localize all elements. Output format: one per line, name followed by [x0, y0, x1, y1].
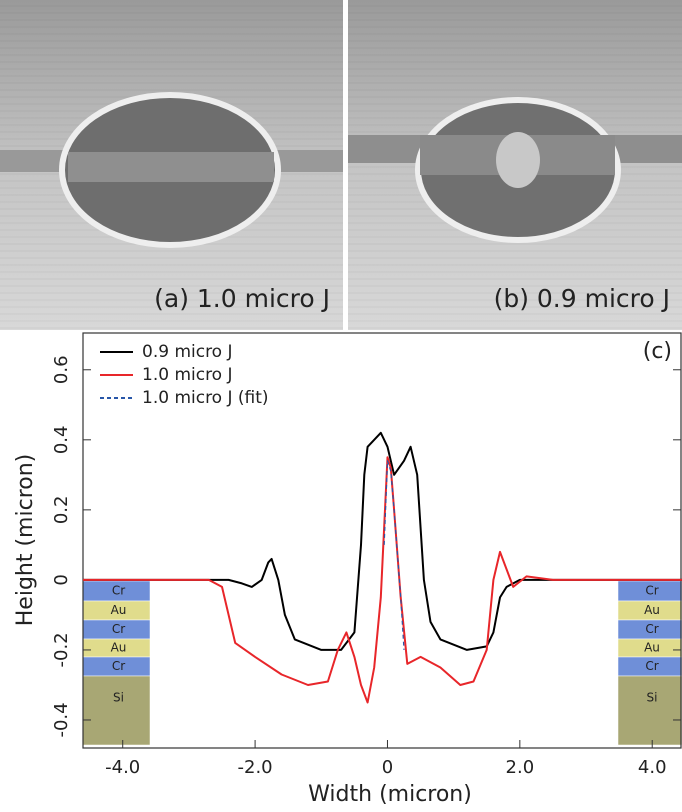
- layer-label: Au: [644, 641, 660, 655]
- layer: [618, 676, 682, 745]
- panel-label: (a) 1.0 micro J: [154, 284, 330, 313]
- layer-label: Cr: [112, 659, 125, 673]
- layer-label: Au: [644, 603, 660, 617]
- layer-label: Au: [111, 603, 127, 617]
- layer-label: Si: [113, 691, 124, 705]
- layer-label: Cr: [645, 584, 658, 598]
- x-tick-label: -2.0: [238, 757, 273, 778]
- layer-label: Cr: [112, 622, 125, 636]
- y-tick-label: -0.4: [51, 702, 72, 737]
- y-tick-label: 0.6: [51, 355, 72, 384]
- chart: Cr Au Cr Au Cr Si Cr Au Cr Au Cr Si -0.4 -0.2 0 0.2 0.4 0…: [13, 333, 682, 807]
- panel-label: (b) 0.9 micro J: [494, 284, 670, 313]
- legend-label: 0.9 micro J: [142, 342, 233, 362]
- series-line: [384, 461, 404, 650]
- y-tick-label: 0.2: [51, 496, 72, 525]
- panel-label: (c): [643, 339, 672, 364]
- series-line: [83, 457, 682, 702]
- sem-image-b: (b) 0.9 micro J: [348, 0, 682, 330]
- layer-label: Au: [111, 641, 127, 655]
- y-tick-label: 0.4: [51, 425, 72, 454]
- layer-label: Cr: [645, 622, 658, 636]
- x-axis-title: Width (micron): [308, 782, 472, 807]
- layer-label: Si: [647, 691, 658, 705]
- x-tick-label: 2.0: [506, 757, 535, 778]
- x-tick-label: -4.0: [105, 757, 140, 778]
- x-tick-label: 4.0: [638, 757, 667, 778]
- layer-label: Cr: [112, 584, 125, 598]
- y-axis-title: Height (micron): [13, 454, 38, 627]
- sem-image-a: (a) 1.0 micro J: [0, 0, 343, 330]
- figure: (a) 1.0 micro J (b) 0.9 micro J Cr Au Cr Au…: [0, 0, 682, 808]
- legend-label: 1.0 micro J: [142, 365, 233, 385]
- y-tick-label: -0.2: [51, 632, 72, 667]
- y-tick-label: 0: [51, 574, 72, 585]
- legend-label: 1.0 micro J (fit): [142, 388, 269, 408]
- layer-label: Cr: [645, 659, 658, 673]
- x-tick-label: 0: [382, 757, 393, 778]
- layer: [83, 676, 150, 745]
